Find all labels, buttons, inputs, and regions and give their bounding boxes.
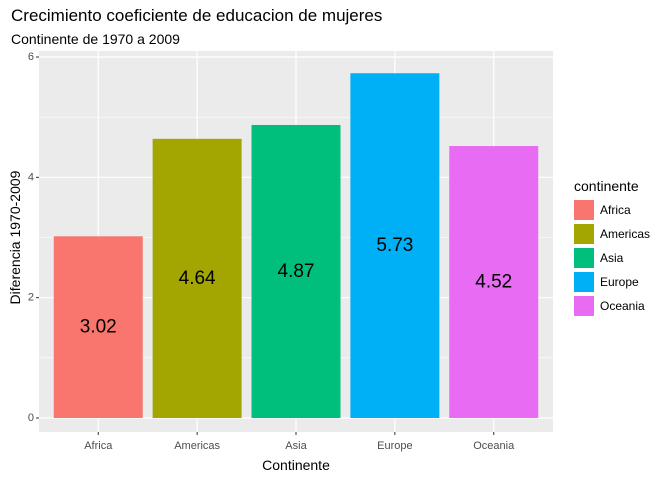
y-tick-label: 2 <box>28 292 34 304</box>
legend: Africa Americas Asia Europe Oceania <box>574 198 650 318</box>
legend-key <box>574 248 594 268</box>
bar-oceania <box>449 146 539 418</box>
y-tick-label: 4 <box>28 171 34 183</box>
x-tick-label: Africa <box>84 440 113 452</box>
bar-americas <box>152 138 242 418</box>
chart-title: Crecimiento coeficiente de educacion de … <box>11 6 383 25</box>
legend-label: Oceania <box>600 299 645 313</box>
y-tick-label: 0 <box>28 412 34 424</box>
legend-label: Americas <box>600 227 651 241</box>
chart-subtitle: Continente de 1970 a 2009 <box>11 31 180 47</box>
legend-label: Europe <box>600 275 639 289</box>
x-axis-title: Continente <box>262 457 330 473</box>
legend-item-africa: Africa <box>574 198 650 222</box>
legend-key <box>574 200 594 220</box>
bar-europe <box>350 73 440 419</box>
data-label: 4.87 <box>278 261 315 282</box>
x-tick-label: Europe <box>377 440 412 452</box>
bar-asia <box>251 124 341 418</box>
data-label: 3.02 <box>80 317 117 338</box>
bar-africa <box>53 236 143 418</box>
legend-title: continente <box>574 178 639 194</box>
y-axis-title: Diferencia 1970-2009 <box>7 170 23 304</box>
y-tick-label: 6 <box>28 51 34 63</box>
legend-key <box>574 224 594 244</box>
data-label: 5.73 <box>376 235 413 256</box>
x-tick-label: Asia <box>285 440 307 452</box>
x-tick-label: Americas <box>174 440 220 452</box>
data-label: 4.52 <box>475 272 512 293</box>
legend-item-europe: Europe <box>574 270 650 294</box>
legend-item-americas: Americas <box>574 222 650 246</box>
legend-key <box>574 296 594 316</box>
x-tick-label: Oceania <box>473 440 515 452</box>
legend-label: Africa <box>600 203 631 217</box>
legend-label: Asia <box>600 251 624 265</box>
data-label: 4.64 <box>179 268 216 289</box>
legend-item-asia: Asia <box>574 246 650 270</box>
legend-key <box>574 272 594 292</box>
legend-item-oceania: Oceania <box>574 294 650 318</box>
